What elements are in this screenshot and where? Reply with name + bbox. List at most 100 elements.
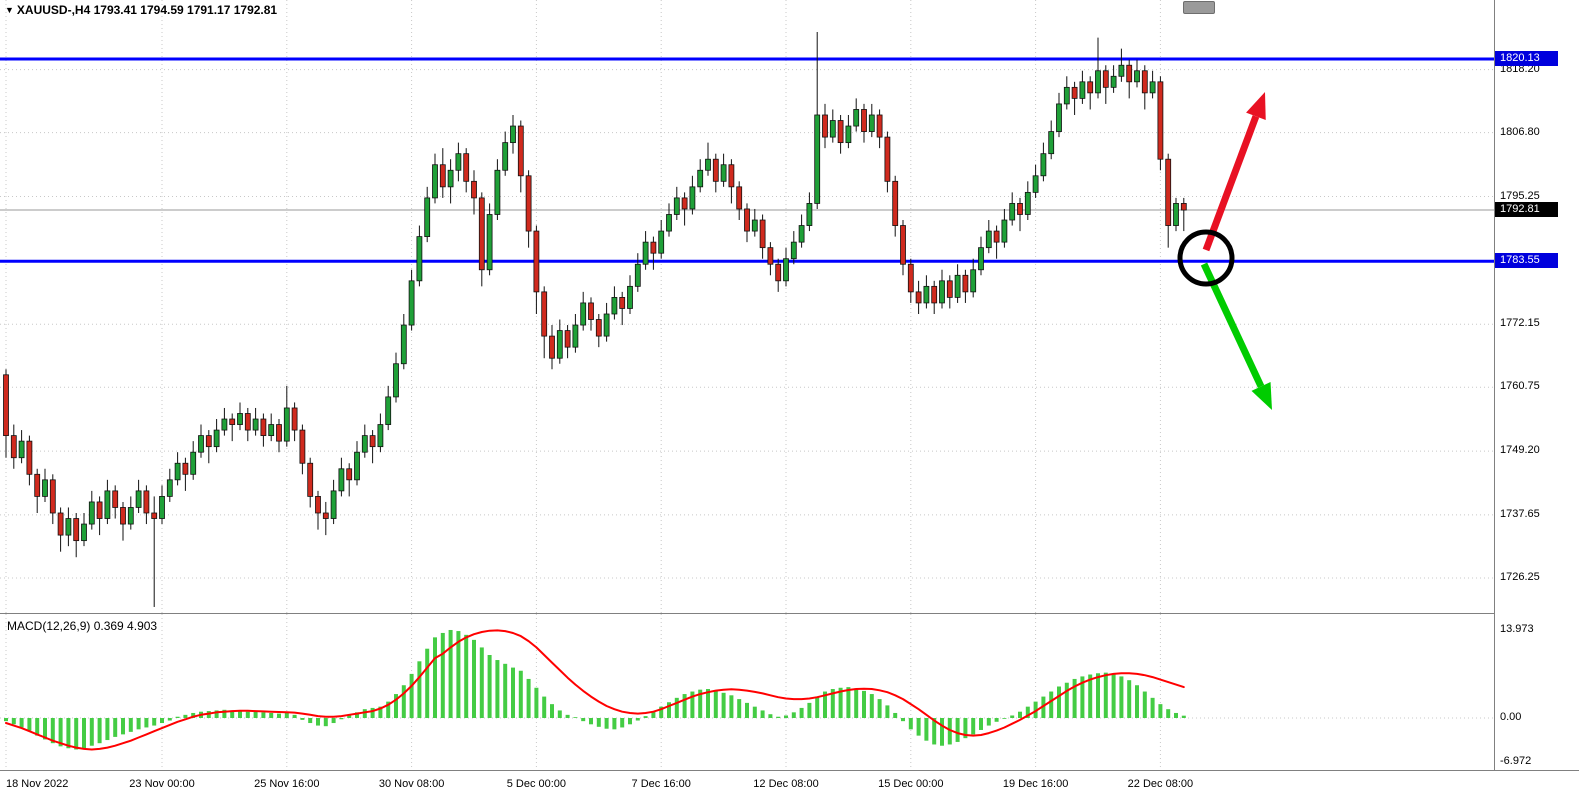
candle <box>1017 203 1023 215</box>
chart-header: ▼ XAUUSD-,H4 1793.41 1794.59 1791.17 1792… <box>5 3 277 17</box>
macd-histogram-bar <box>550 704 554 718</box>
macd-histogram-bar <box>479 647 484 718</box>
macd-histogram-bar <box>472 639 476 718</box>
macd-histogram-bar <box>456 631 461 718</box>
macd-histogram-bar <box>409 673 414 718</box>
price-axis[interactable]: 1818.20 1806.80 1795.25 1772.15 1760.75 1749.… <box>1495 0 1579 770</box>
candle <box>689 186 696 210</box>
candle <box>291 407 298 431</box>
macd-histogram-bar <box>160 718 164 724</box>
macd-histogram-bar <box>1025 706 1030 718</box>
candle <box>978 247 984 271</box>
price-level-badge: 1783.55 <box>1495 253 1558 269</box>
macd-histogram-bar <box>183 714 188 718</box>
macd-histogram-bar <box>386 701 391 718</box>
candle <box>853 109 860 127</box>
candle <box>1157 81 1164 160</box>
macd-histogram-bar <box>1158 704 1163 718</box>
macd-histogram-bar <box>339 718 344 720</box>
candle <box>829 120 836 138</box>
bullish-arrow-annotation[interactable] <box>1202 115 1260 252</box>
macd-histogram-bar <box>986 718 991 726</box>
candle <box>1134 70 1140 83</box>
macd-histogram-bar <box>971 718 976 735</box>
macd-histogram-bar <box>924 718 929 741</box>
candle <box>923 285 930 304</box>
macd-histogram-bar <box>1002 718 1007 719</box>
macd-histogram-bar <box>752 706 757 718</box>
candle <box>806 203 813 226</box>
candle <box>65 518 72 536</box>
macd-histogram-bar <box>370 707 375 718</box>
candle <box>393 363 399 398</box>
candle <box>1071 86 1078 99</box>
macd-histogram-bar <box>66 718 71 749</box>
candle <box>190 451 197 475</box>
candle <box>658 230 665 254</box>
macd-histogram-bar <box>300 718 305 720</box>
macd-histogram-bar <box>760 710 765 718</box>
candle <box>174 462 181 481</box>
candle <box>143 490 150 514</box>
candle <box>127 507 134 525</box>
time-axis-label: 15 Dec 00:00 <box>878 778 944 790</box>
candle <box>1141 70 1148 94</box>
candle <box>346 468 353 481</box>
current-price-badge: 1792.81 <box>1495 202 1558 217</box>
macd-histogram-bar <box>581 718 586 722</box>
pane-divider <box>0 613 1579 614</box>
macd-histogram-bar <box>316 718 320 726</box>
macd-histogram-bar <box>74 718 79 750</box>
macd-histogram-bar <box>1018 711 1022 718</box>
candle <box>915 291 922 304</box>
candle <box>970 269 977 293</box>
candle <box>494 169 501 215</box>
macd-histogram-bar <box>534 687 539 718</box>
candle <box>595 319 602 337</box>
candle <box>985 230 992 249</box>
scrollbar-thumb[interactable] <box>1183 1 1215 14</box>
candle <box>276 424 282 442</box>
candle <box>471 180 477 199</box>
candle <box>252 418 259 431</box>
macd-histogram-bar <box>19 718 24 728</box>
candle <box>205 435 212 448</box>
macd-signal-line <box>5 629 1185 751</box>
macd-histogram-bar <box>440 632 445 718</box>
time-axis[interactable]: 18 Nov 2022 23 Nov 00:00 25 Nov 16:00 30 No… <box>0 771 1579 803</box>
candle <box>307 462 314 497</box>
candle <box>486 214 493 271</box>
candle <box>845 125 852 144</box>
macd-histogram-bar <box>713 690 718 718</box>
macd-histogram-bar <box>1096 673 1100 718</box>
candle <box>1173 203 1179 226</box>
candle <box>1063 86 1070 105</box>
candle <box>892 180 899 226</box>
candle <box>1024 191 1031 215</box>
time-axis-label: 5 Dec 00:00 <box>506 778 567 790</box>
candle <box>775 263 782 282</box>
macd-histogram-bar <box>690 691 695 718</box>
macd-histogram-bar <box>745 702 749 718</box>
candle <box>151 512 158 519</box>
candle <box>611 297 618 315</box>
macd-histogram-bar <box>261 712 266 718</box>
macd-indicator-chart[interactable] <box>0 614 1494 770</box>
candle <box>73 518 80 542</box>
circle-annotation[interactable] <box>1177 229 1235 287</box>
candle <box>135 490 142 508</box>
candle <box>229 418 236 425</box>
candlestick-chart[interactable] <box>0 0 1494 614</box>
macd-histogram-bar <box>50 718 55 744</box>
candle <box>96 501 103 519</box>
macd-histogram-bar <box>1103 672 1108 718</box>
candle <box>369 435 376 448</box>
macd-histogram-bar <box>706 689 710 718</box>
macd-histogram-bar <box>518 670 523 718</box>
macd-histogram-bar <box>433 637 437 718</box>
candle <box>18 440 25 459</box>
macd-histogram-bar <box>495 660 500 718</box>
candle <box>81 523 87 542</box>
candle <box>198 435 204 453</box>
macd-histogram-bar <box>908 718 913 730</box>
